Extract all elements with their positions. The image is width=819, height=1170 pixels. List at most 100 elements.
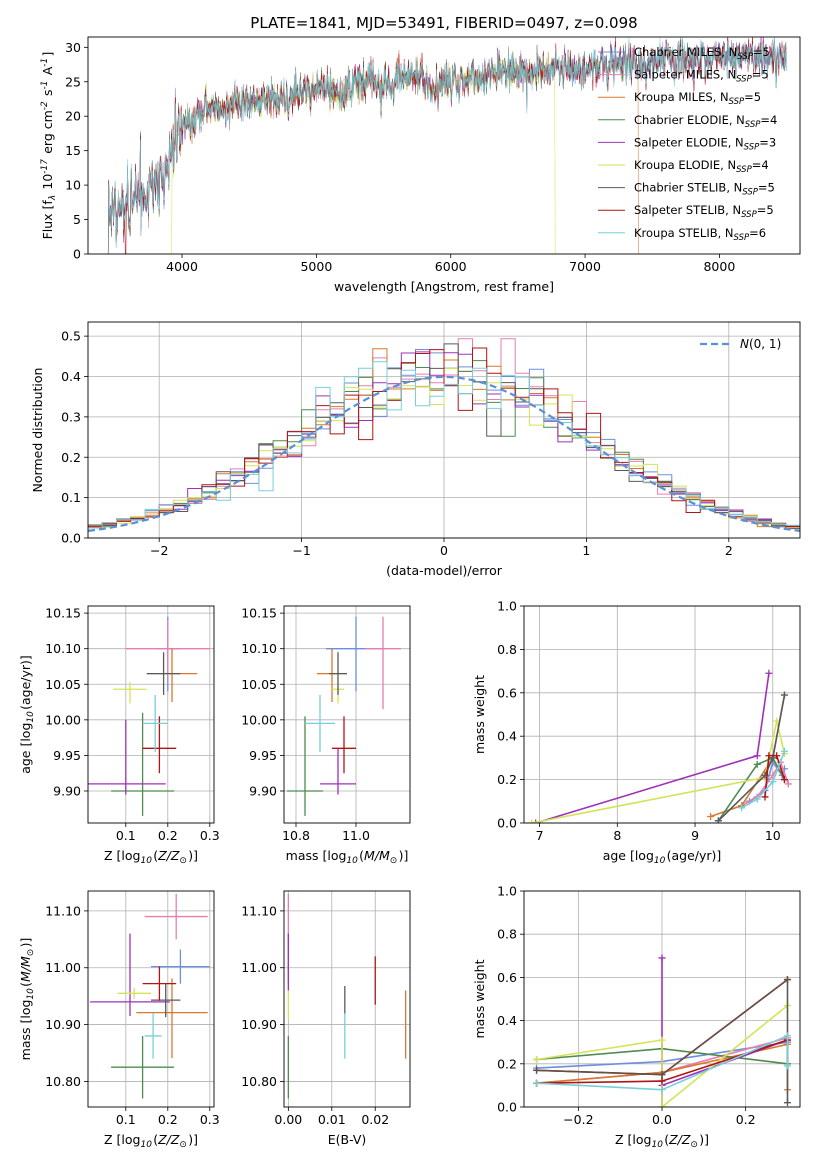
weight-marker xyxy=(780,776,788,784)
errorbar-kroupa-elodie xyxy=(113,682,147,704)
weight-marker xyxy=(765,752,773,760)
x-tick-label: 0.00 xyxy=(274,1112,302,1127)
x-axis-label: wavelength [Angstrom, rest frame] xyxy=(334,279,554,294)
y-tick-label: 0.0 xyxy=(497,816,517,831)
x-tick-label: 2 xyxy=(725,543,733,558)
errorbar-salpeter-elodie xyxy=(90,933,170,1017)
weight-line xyxy=(531,720,786,823)
x-tick-label: 11.0 xyxy=(342,828,370,843)
axes-frame xyxy=(283,890,411,1108)
weight-marker xyxy=(780,747,788,755)
errorbar-chabrier-stelib xyxy=(146,652,181,695)
x-tick-label: 5000 xyxy=(300,259,332,274)
errorbar-salpeter-miles xyxy=(365,616,401,710)
errorbar-chabrier-elodie xyxy=(287,716,323,816)
legend-entry: Chabrier ELODIE, NSSP=4 xyxy=(634,113,777,130)
y-axis-label: Flux [fλ 10-17 erg cm-2 s-1 A-1 ] xyxy=(40,52,58,240)
x-axis-label: Z [log10 (Z/Z⊙ )] xyxy=(104,848,198,866)
errorbar-chabrier-elodie xyxy=(111,712,175,816)
legend-entry: Salpeter MILES, NSSP=5 xyxy=(634,68,769,85)
axes-mass_vs_Z xyxy=(88,891,214,1107)
x-tick-label: 0.2 xyxy=(158,828,178,843)
weight-line xyxy=(741,751,786,809)
weight-marker xyxy=(773,752,781,760)
errorbar-salpeter-stelib xyxy=(142,966,177,1001)
y-tick-label: 10.10 xyxy=(45,641,81,656)
x-tick-label: 0.01 xyxy=(318,1112,346,1127)
weight-marker xyxy=(783,1032,791,1040)
weight-marker xyxy=(533,1055,541,1063)
errorbar-kroupa-elodie xyxy=(117,987,151,999)
errorbar-chabrier-elodie xyxy=(111,1035,175,1099)
axis-age_vs_mass: 10.8 11.0 9.90 9.95 10.00 10.05 10.10 10.15 mass… xyxy=(241,605,411,866)
errorbar-kroupa-miles xyxy=(146,648,198,703)
axes-frame xyxy=(283,605,411,824)
errorbar-salpeter-miles xyxy=(144,893,208,940)
y-tick-label: 0.8 xyxy=(497,642,517,657)
weight-marker xyxy=(753,795,761,803)
weight-marker xyxy=(533,1079,541,1087)
plot-area xyxy=(528,669,792,823)
x-tick-label: −2 xyxy=(150,543,168,558)
x-tick-label: 0.02 xyxy=(361,1112,389,1127)
y-tick-label: 25 xyxy=(65,74,81,89)
axes-frame xyxy=(87,605,215,824)
weight-line xyxy=(717,694,786,822)
weight-line xyxy=(535,673,770,823)
weight-marker xyxy=(780,691,788,699)
errorbar-kroupa-stelib xyxy=(305,694,335,752)
y-axis-label: mass [log10 (M/M⊙ )] xyxy=(18,938,36,1061)
weight-marker xyxy=(761,793,769,801)
errorbar-chabrier-stelib xyxy=(151,983,181,1018)
axes-frame xyxy=(87,890,215,1108)
y-tick-label: 11.10 xyxy=(241,903,277,918)
weight-marker xyxy=(658,1103,666,1107)
x-tick-label: 10.8 xyxy=(282,828,310,843)
x-tick-label: −1 xyxy=(292,543,310,558)
weight-series-salpeter-stelib xyxy=(761,752,788,801)
errorbar-kroupa-miles xyxy=(136,978,208,1059)
y-tick-label: 0.2 xyxy=(61,450,81,465)
normal-legend-label: N(0, 1) xyxy=(740,337,781,351)
axis-weight_vs_age: 7 8 9 10 0.0 0.2 0.4 0.6 0.8 1.0 age [log10 (age/y… xyxy=(472,599,801,866)
x-tick-label: 0.2 xyxy=(158,1112,178,1127)
weight-marker xyxy=(707,812,715,820)
weight-marker xyxy=(658,1077,666,1085)
x-tick-label: 0 xyxy=(440,543,448,558)
axes-mass_vs_EBV xyxy=(284,891,410,1107)
x-axis-label: (data-model)/error xyxy=(386,563,503,578)
y-tick-label: 5 xyxy=(73,212,81,227)
x-tick-label: 7 xyxy=(536,828,544,843)
x-tick-label: −0.2 xyxy=(563,1112,593,1127)
x-tick-label: 0.1 xyxy=(116,828,136,843)
weight-series-kroupa-stelib xyxy=(533,1032,791,1094)
axis-age_vs_Z: 0.1 0.2 0.3 9.90 9.95 10.00 10.05 10.10 10.15 Z [… xyxy=(18,605,220,866)
x-axis-label: mass [log10 (M/M⊙ )] xyxy=(286,848,409,866)
plot-area xyxy=(287,893,407,1099)
y-axis-label: mass weight xyxy=(472,675,487,754)
y-tick-label: 0.1 xyxy=(61,490,81,505)
weight-line xyxy=(764,754,786,798)
y-tick-label: 0.5 xyxy=(61,329,81,344)
y-tick-label: 0 xyxy=(73,247,81,262)
y-tick-label: 10.90 xyxy=(45,1017,81,1032)
weight-series-salpeter-elodie xyxy=(658,954,791,1107)
errorbar-kroupa-stelib xyxy=(142,694,168,752)
plot-area xyxy=(88,338,800,532)
y-tick-label: 10.05 xyxy=(45,677,81,692)
y-tick-label: 10.05 xyxy=(241,677,277,692)
axes-residuals xyxy=(88,322,800,539)
weight-marker xyxy=(658,1071,666,1079)
legend-entry: Salpeter STELIB, NSSP=5 xyxy=(634,203,774,220)
y-tick-label: 0.6 xyxy=(497,685,517,700)
weight-line xyxy=(536,1034,789,1091)
y-tick-label: 10.00 xyxy=(45,712,81,727)
y-tick-label: 0.4 xyxy=(61,369,81,384)
weight-marker xyxy=(658,1086,666,1094)
legend-entry: Kroupa STELIB, NSSP=6 xyxy=(634,226,766,243)
x-tick-label: 0.3 xyxy=(200,1112,220,1127)
legend-entry: Chabrier MILES, NSSP=5 xyxy=(634,45,770,62)
weight-marker xyxy=(783,1062,791,1070)
axis-weight_vs_Z: −0.2 0.0 0.2 0.0 0.2 0.4 0.6 0.8 1.0 Z [log10 (Z/… xyxy=(472,884,801,1150)
